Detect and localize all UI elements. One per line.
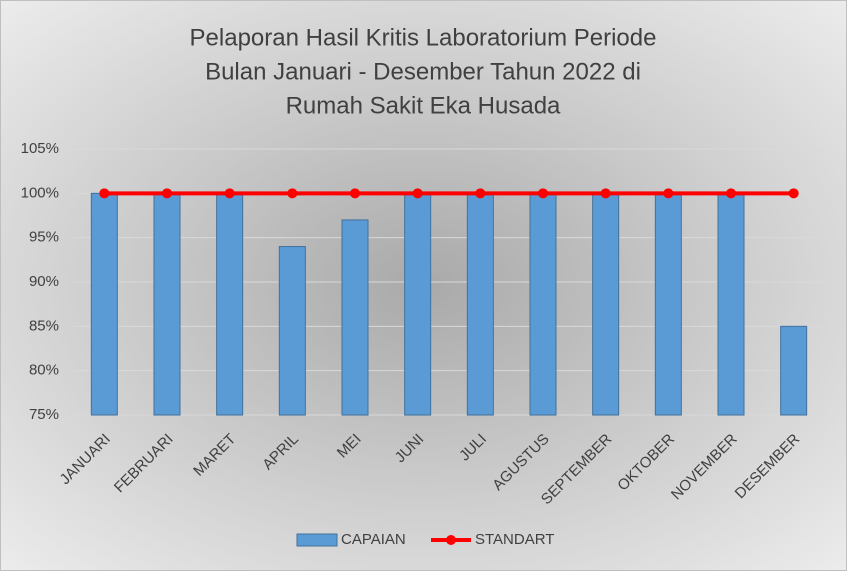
y-tick-label: 100%: [21, 184, 59, 201]
bar: [717, 192, 745, 416]
legend-swatch: [296, 533, 338, 547]
bar: [466, 192, 494, 416]
x-tick-label: FEBRUARI: [111, 431, 177, 497]
x-tick-label: MEI: [334, 431, 365, 462]
x-tick-label: JANUARI: [57, 431, 114, 488]
x-tick-label: JULI: [456, 431, 490, 465]
legend-label: STANDART: [475, 531, 554, 548]
line-marker: [162, 188, 172, 199]
chart-title: Rumah Sakit Eka Husada: [286, 92, 561, 119]
x-tick-label: MARET: [190, 431, 239, 480]
legend-label: CAPAIAN: [341, 531, 406, 548]
x-tick-label: OKTOBER: [614, 430, 678, 494]
line-marker: [538, 188, 548, 199]
line-marker: [475, 188, 486, 199]
x-tick-label: DESEMBER: [732, 430, 804, 502]
bar: [780, 325, 808, 416]
x-tick-label: AGUSTUS: [489, 431, 552, 494]
legend-swatch: [446, 535, 456, 545]
y-tick-label: 95%: [29, 229, 59, 246]
x-tick-label: APRIL: [259, 431, 302, 474]
line-marker: [600, 188, 611, 199]
bar: [592, 192, 620, 416]
chart-title: Pelaporan Hasil Kritis Laboratorium Peri…: [190, 24, 657, 51]
x-tick-label: NOVEMBER: [668, 431, 741, 504]
bar: [341, 219, 369, 416]
line-marker: [788, 188, 799, 199]
bar: [90, 192, 118, 416]
line-marker: [224, 188, 235, 199]
line-marker: [663, 188, 674, 199]
bar: [153, 192, 181, 416]
line-marker: [412, 188, 423, 199]
bar: [404, 192, 432, 416]
line-marker: [99, 188, 110, 199]
line-marker: [350, 188, 360, 199]
y-tick-label: 90%: [29, 273, 59, 290]
line-marker: [287, 188, 298, 199]
bar: [529, 192, 557, 416]
y-tick-label: 75%: [29, 406, 59, 423]
y-tick-label: 105%: [21, 140, 59, 157]
chart-title: Bulan Januari - Desember Tahun 2022 di: [205, 58, 641, 85]
bar: [654, 192, 682, 416]
bar: [216, 192, 244, 416]
x-tick-label: JUNI: [392, 431, 428, 467]
y-tick-label: 85%: [29, 317, 59, 334]
y-tick-label: 80%: [29, 362, 59, 379]
line-marker: [726, 188, 736, 199]
bar: [278, 246, 306, 416]
